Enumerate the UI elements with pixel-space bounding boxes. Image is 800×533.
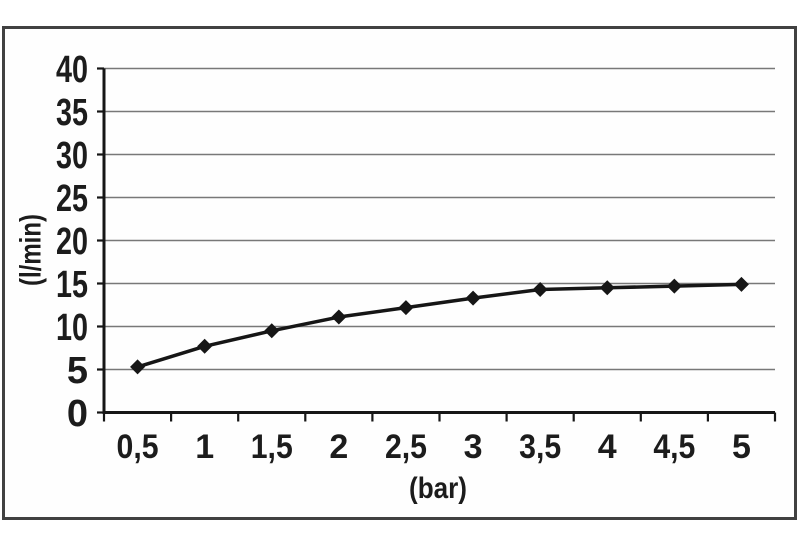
- y-tick-label: 30: [56, 135, 88, 177]
- y-tick-label: 35: [56, 92, 88, 134]
- x-tick-label: 2,5: [385, 428, 427, 466]
- data-point-marker: [733, 276, 749, 292]
- y-tick-label: 10: [56, 307, 88, 349]
- y-tick-label: 20: [56, 221, 88, 263]
- data-point-marker: [465, 290, 481, 306]
- y-tick-label: 5: [67, 350, 88, 392]
- y-tick-label: 25: [56, 178, 88, 220]
- x-tick-label: 1: [195, 428, 214, 466]
- x-tick-label: 0,5: [117, 428, 159, 466]
- data-point-marker: [666, 278, 682, 294]
- x-tick-label: 4,5: [653, 428, 695, 466]
- y-tick-label: 0: [67, 393, 88, 435]
- y-tick-label: 40: [56, 49, 88, 91]
- x-tick-label: 3,5: [519, 428, 561, 466]
- data-point-marker: [398, 300, 414, 316]
- data-point-marker: [264, 323, 280, 339]
- y-tick-label: 15: [56, 264, 88, 306]
- data-point-marker: [331, 309, 347, 325]
- x-tick-label: 2: [329, 428, 348, 466]
- data-point-marker: [599, 280, 615, 296]
- data-point-marker: [532, 282, 548, 298]
- x-tick-label: 1,5: [251, 428, 293, 466]
- x-tick-label: 4: [598, 428, 617, 466]
- data-point-marker: [130, 359, 146, 375]
- x-tick-label: 3: [464, 428, 483, 466]
- chart-frame: [2, 26, 797, 520]
- x-axis-title: (bar): [409, 472, 467, 505]
- y-axis-title: (l/min): [15, 214, 48, 286]
- data-point-marker: [197, 338, 213, 354]
- x-tick-label: 5: [732, 428, 751, 466]
- flow-curve: [137, 282, 742, 369]
